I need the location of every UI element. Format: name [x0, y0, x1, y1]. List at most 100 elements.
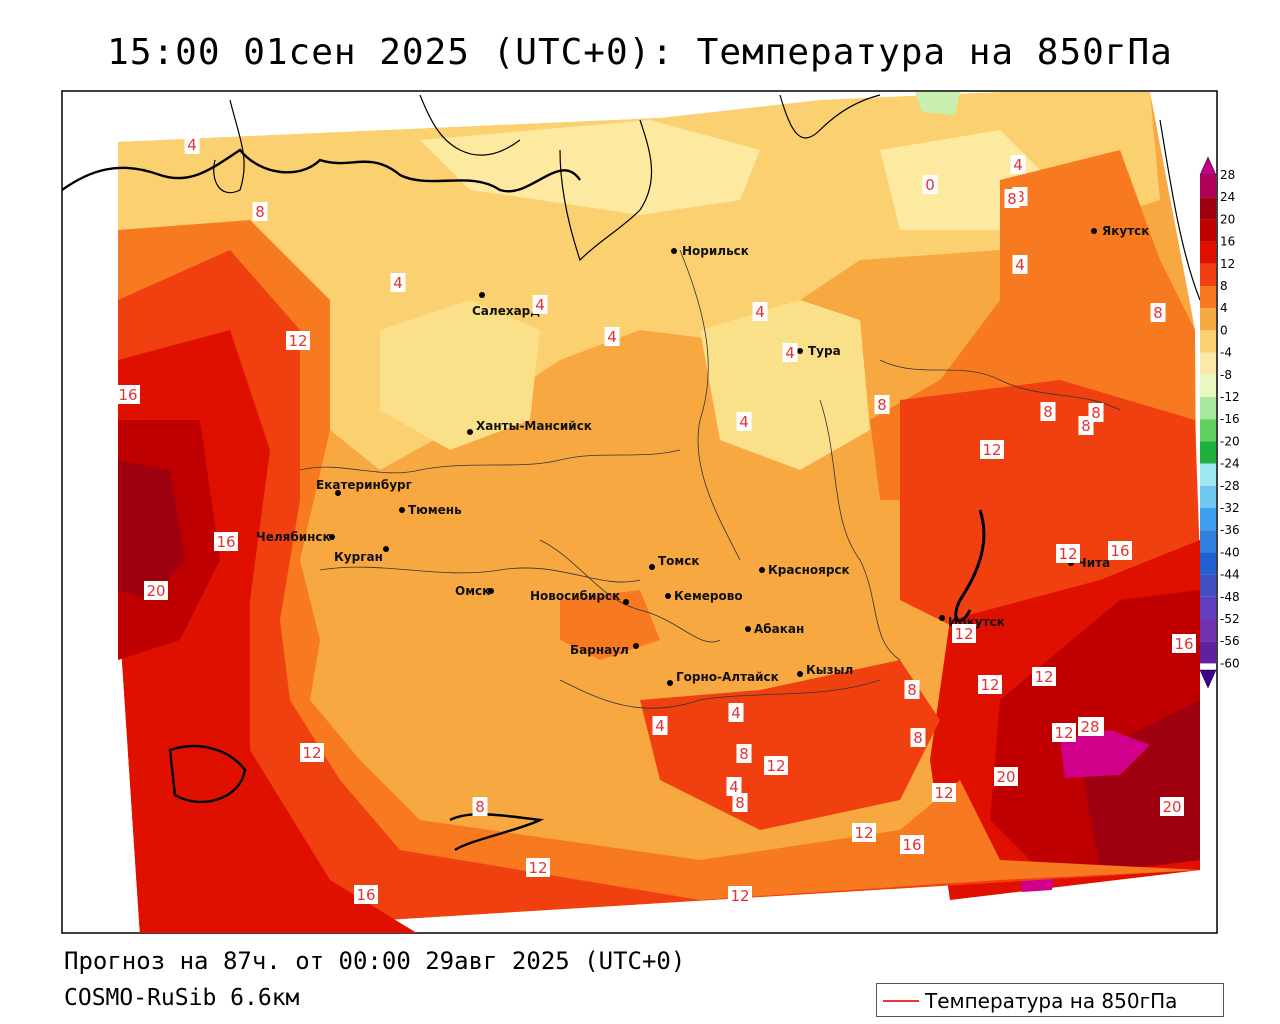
colorbar-tick-label: -8	[1220, 368, 1232, 382]
isotherm-label: 4	[785, 344, 795, 362]
isotherm-label-bg	[980, 440, 1004, 459]
city-dot	[667, 680, 673, 686]
isotherm-label: 4	[1013, 156, 1023, 174]
isotherm-label-bg	[252, 202, 268, 221]
isotherm-label-bg	[728, 886, 752, 905]
isotherm-label: 12	[730, 887, 749, 905]
city-dot	[383, 546, 389, 552]
isotherm-label: 0	[925, 176, 935, 194]
isotherm-label-bg	[904, 680, 920, 699]
isotherm-label: 28	[1080, 718, 1099, 736]
colorbar-tick-label: -52	[1220, 612, 1240, 626]
legend-box: Температура на 850гПа	[876, 983, 1224, 1017]
isotherm-label: 4	[187, 136, 197, 154]
isotherm-label: 16	[356, 886, 375, 904]
isotherm-label: 12	[954, 625, 973, 643]
colorbar-tick-label: -60	[1220, 656, 1240, 670]
colorbar-cell	[1200, 574, 1216, 597]
city-label: Кемерово	[674, 589, 743, 603]
city-dot	[939, 615, 945, 621]
isotherm-label: 8	[1007, 190, 1017, 208]
isotherm-label: 4	[655, 717, 665, 735]
isotherm-label: 12	[1054, 724, 1073, 742]
city-dot	[329, 534, 335, 540]
isotherm-label-bg	[116, 385, 140, 404]
isotherm-label: 4	[739, 413, 749, 431]
isotherm-label-bg	[1108, 541, 1132, 560]
isotherm-label-bg	[526, 858, 550, 877]
field-zone-8-south	[560, 590, 660, 660]
colorbar-tick-label: -40	[1220, 545, 1240, 559]
isotherm-label-bg	[1088, 403, 1104, 422]
isotherm-label: 16	[902, 836, 921, 854]
isotherm-label: 8	[877, 396, 887, 414]
isotherm-label-bg	[1052, 723, 1076, 742]
colorbar-tick-label: -4	[1220, 346, 1232, 360]
isotherm-label: 12	[934, 784, 953, 802]
isotherm-label: 12	[528, 859, 547, 877]
isotherm-label: 12	[854, 824, 873, 842]
isotherm-label-bg	[900, 835, 924, 854]
isotherm-label-bg	[952, 624, 976, 643]
city-dot	[759, 567, 765, 573]
city-label: Якутск	[1102, 224, 1149, 238]
isotherm-label-bg	[144, 581, 168, 600]
model-name: COSMO-RuSib 6.6км	[64, 985, 300, 1011]
city-label: Челябинск	[256, 530, 331, 544]
city-dot	[467, 429, 473, 435]
isotherm-label: 4	[607, 328, 617, 346]
colorbar-tick-label: -56	[1220, 634, 1240, 648]
isotherm-label: 4	[729, 778, 739, 796]
field-zone-12-south	[640, 660, 940, 830]
isotherm-label-bg	[764, 756, 788, 775]
colorbar-tick-label: 4	[1220, 301, 1228, 315]
colorbar-cell	[1200, 530, 1216, 553]
isotherm-label-bg	[300, 743, 324, 762]
isotherm-label-bg	[726, 777, 742, 796]
colorbar-cell	[1200, 175, 1216, 198]
city-dot	[745, 626, 751, 632]
forecast-info: Прогноз на 87ч. от 00:00 29авг 2025 (UTC…	[64, 947, 686, 975]
colorbar-cell	[1200, 485, 1216, 508]
isotherm-label-bg	[752, 302, 768, 321]
isotherm-label: 8	[735, 794, 745, 812]
isotherm-label: 12	[766, 757, 785, 775]
colorbar-tick-label: 20	[1220, 212, 1235, 226]
isotherm-label: 12	[1034, 668, 1053, 686]
city-label: Ханты-Мансийск	[476, 419, 592, 433]
isotherm-label: 4	[393, 274, 403, 292]
isotherm-label: 4	[1015, 256, 1025, 274]
city-label: Тура	[808, 344, 841, 358]
colorbar-cell	[1200, 596, 1216, 619]
colorbar-tick-label: 28	[1220, 168, 1235, 182]
isotherm-label-bg	[1004, 189, 1020, 208]
isotherm-label-bg	[390, 273, 406, 292]
colorbar-cell	[1200, 308, 1216, 331]
isotherm-label: 12	[982, 441, 1001, 459]
isotherm-label-bg	[354, 885, 378, 904]
isotherm-label-bg	[1010, 155, 1026, 174]
colorbar-tick-label: -12	[1220, 390, 1240, 404]
isotherm-label-bg	[932, 783, 956, 802]
isotherm-label: 8	[475, 798, 485, 816]
city-dot	[335, 490, 341, 496]
isotherm-label: 16	[1110, 542, 1129, 560]
isotherm-label-bg	[736, 412, 752, 431]
city-label: Красноярск	[768, 563, 850, 577]
colorbar-cell	[1200, 419, 1216, 442]
colorbar-cell	[1200, 286, 1216, 309]
city-dot	[665, 593, 671, 599]
isotherm-label: 12	[302, 744, 321, 762]
isotherm-label-bg	[922, 175, 938, 194]
isotherm-label: 8	[913, 729, 923, 747]
city-label: Екатеринбург	[316, 478, 412, 492]
colorbar-cell	[1200, 352, 1216, 375]
city-label: Тюмень	[408, 503, 462, 517]
coastlines	[62, 94, 1201, 852]
colorbar-cell	[1200, 619, 1216, 642]
colorbar-tick-label: -24	[1220, 457, 1240, 471]
legend-line-swatch	[883, 1000, 919, 1002]
isotherm-label-bg	[1012, 255, 1028, 274]
isotherm-label: 4	[535, 296, 545, 314]
